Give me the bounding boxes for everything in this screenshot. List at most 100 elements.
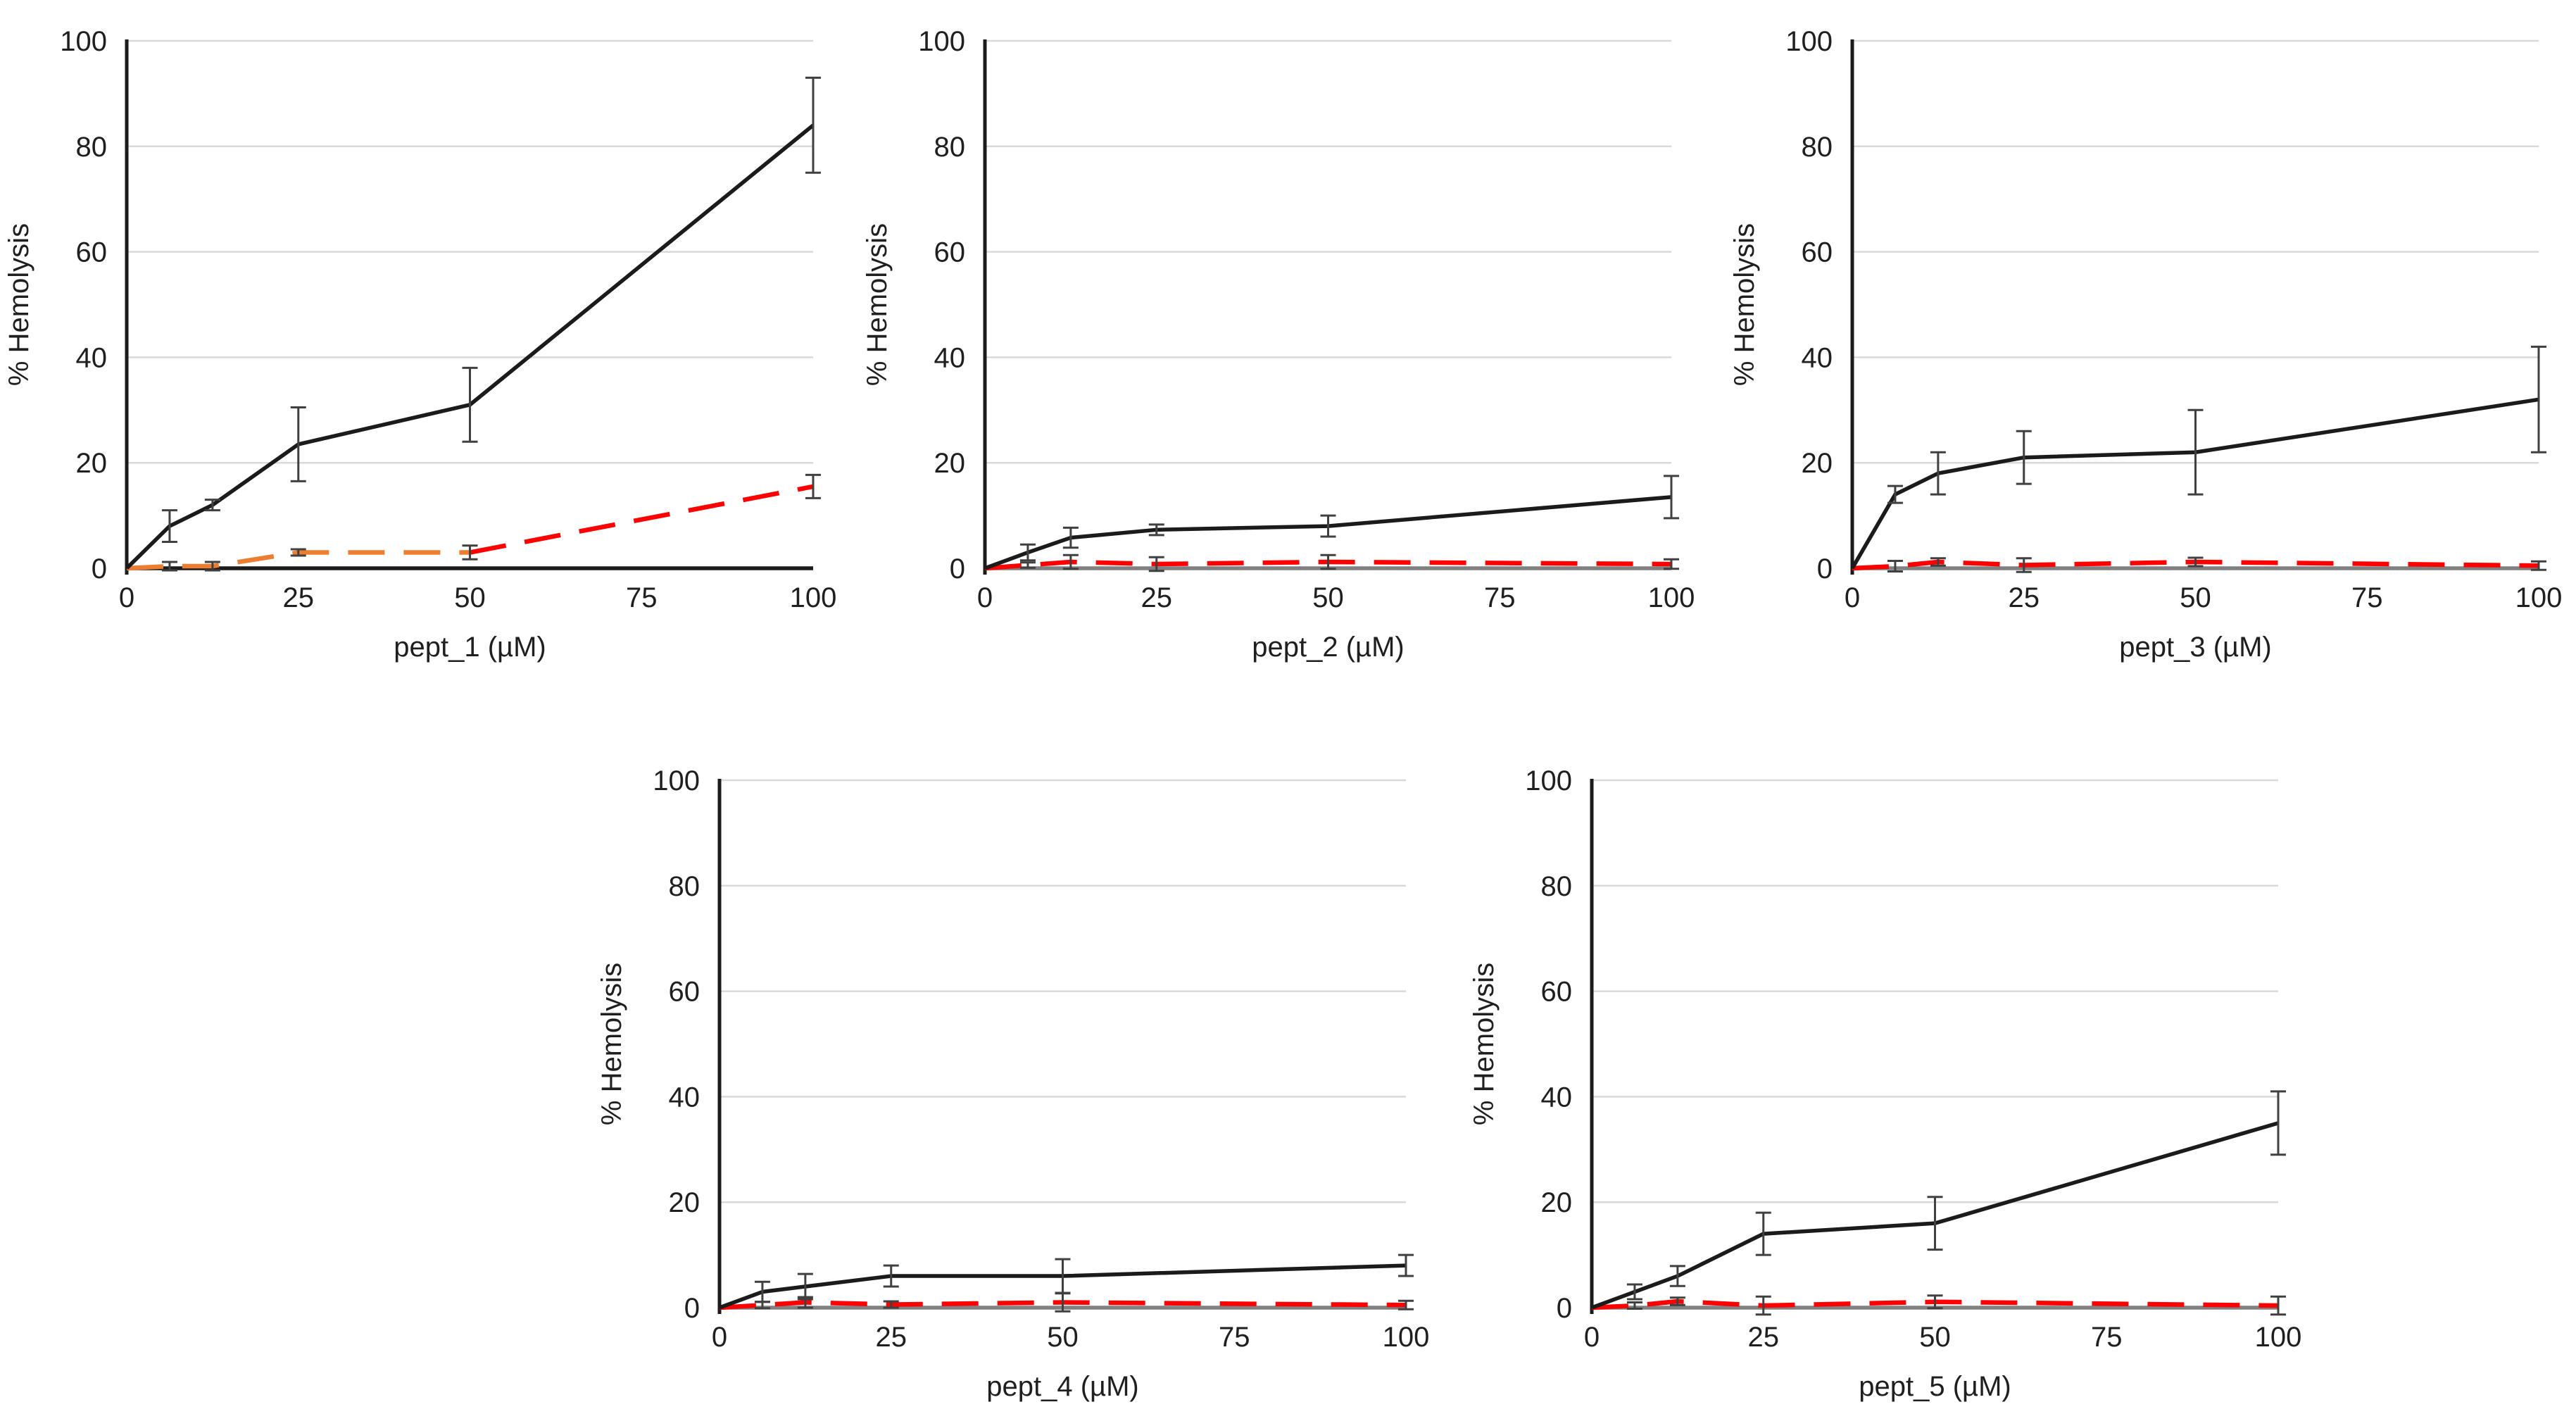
series-black-solid: [1591, 1121, 2279, 1310]
svg-text:20: 20: [76, 448, 108, 479]
gridlines: [1592, 779, 2278, 1203]
chart-pept_4: 0 20 40 60 80 100 0 25 50 75 100 % Hemolysis pept_4 …: [596, 765, 1429, 1402]
svg-text:60: 60: [934, 237, 966, 268]
svg-text:100: 100: [790, 582, 837, 613]
svg-text:40: 40: [669, 1082, 700, 1113]
svg-text:0: 0: [1817, 553, 1833, 584]
x-tick-labels: 0 25 50 75 100: [712, 1322, 1430, 1353]
chart-pept_3: 0 20 40 60 80 100 0 25 50 75 100 % Hemolysis pept_3 …: [1729, 26, 2562, 663]
svg-text:100: 100: [1525, 765, 1572, 796]
x-axis-title: pept_2 (µM): [1252, 632, 1404, 663]
y-tick-labels: 0 20 40 60 80 100: [918, 26, 965, 584]
svg-text:0: 0: [712, 1322, 727, 1353]
svg-text:20: 20: [1541, 1187, 1573, 1218]
svg-text:25: 25: [876, 1322, 907, 1353]
y-tick-labels: 0 20 40 60 80 100: [60, 26, 107, 584]
svg-text:100: 100: [2255, 1322, 2302, 1353]
y-axis-title: % Hemolysis: [596, 963, 627, 1125]
svg-text:100: 100: [2515, 582, 2563, 613]
svg-text:60: 60: [1541, 977, 1573, 1008]
x-axis-title: pept_3 (µM): [2119, 632, 2271, 663]
svg-text:50: 50: [1312, 582, 1344, 613]
svg-text:25: 25: [1748, 1322, 1780, 1353]
gridlines: [1852, 39, 2539, 464]
gridlines: [720, 779, 1406, 1203]
svg-text:100: 100: [60, 26, 107, 57]
series-red-dashed: [469, 484, 814, 555]
y-tick-labels: 0 20 40 60 80 100: [653, 765, 700, 1324]
svg-text:40: 40: [1541, 1082, 1573, 1113]
error-bars: [161, 76, 821, 572]
gridlines: [127, 39, 813, 464]
svg-text:0: 0: [119, 582, 134, 613]
y-axis-title: % Hemolysis: [1729, 223, 1760, 386]
svg-text:50: 50: [1047, 1322, 1079, 1353]
svg-text:80: 80: [76, 132, 108, 163]
svg-text:100: 100: [1383, 1322, 1430, 1353]
x-tick-labels: 0 25 50 75 100: [977, 582, 1695, 613]
x-axis-title: pept_5 (µM): [1859, 1371, 2011, 1402]
y-axis-title: % Hemolysis: [1469, 963, 1500, 1125]
svg-text:60: 60: [76, 237, 108, 268]
svg-text:100: 100: [1648, 582, 1695, 613]
svg-text:0: 0: [684, 1293, 700, 1324]
x-tick-labels: 0 25 50 75 100: [119, 582, 837, 613]
series-black-solid: [719, 1263, 1407, 1310]
y-axis-title: % Hemolysis: [862, 223, 893, 386]
chart-pept_2: 0 20 40 60 80 100 0 25 50 75 100 % Hemolysis pept_2 …: [862, 26, 1695, 663]
svg-text:0: 0: [1557, 1293, 1572, 1324]
y-tick-labels: 0 20 40 60 80 100: [1525, 765, 1572, 1324]
error-bars: [754, 1253, 1414, 1313]
error-bars: [1019, 475, 1679, 573]
svg-text:100: 100: [1785, 26, 1833, 57]
svg-text:50: 50: [2180, 582, 2211, 613]
svg-text:0: 0: [92, 553, 107, 584]
svg-text:75: 75: [626, 582, 658, 613]
error-bars: [1626, 1090, 2286, 1316]
series-red-dashed: [984, 559, 1672, 571]
series-black-solid: [984, 495, 1672, 570]
svg-text:75: 75: [2351, 582, 2383, 613]
y-tick-labels: 0 20 40 60 80 100: [1785, 26, 1833, 584]
series-red-dashed: [719, 1300, 1407, 1310]
svg-text:60: 60: [1802, 237, 1833, 268]
series-red-dashed: [1591, 1299, 2279, 1310]
series-black-solid: [1850, 397, 2539, 570]
x-tick-labels: 0 25 50 75 100: [1584, 1322, 2302, 1353]
svg-text:0: 0: [1584, 1322, 1600, 1353]
svg-text:25: 25: [1141, 582, 1173, 613]
svg-text:75: 75: [1219, 1322, 1250, 1353]
x-tick-labels: 0 25 50 75 100: [1845, 582, 2563, 613]
x-axis-title: pept_1 (µM): [394, 632, 546, 663]
svg-text:80: 80: [1541, 871, 1573, 902]
chart-pept_1: 0 20 40 60 80 100 0 25 50 75 100 % Hemolysis pept_1 …: [4, 26, 836, 663]
svg-text:20: 20: [934, 448, 966, 479]
x-axis-title: pept_4 (µM): [986, 1371, 1138, 1402]
svg-text:100: 100: [918, 26, 965, 57]
series-black-solid: [125, 123, 815, 570]
svg-text:0: 0: [977, 582, 993, 613]
svg-text:75: 75: [2091, 1322, 2123, 1353]
svg-text:20: 20: [1802, 448, 1833, 479]
svg-text:50: 50: [1919, 1322, 1951, 1353]
svg-text:80: 80: [934, 132, 966, 163]
svg-text:60: 60: [669, 977, 700, 1008]
svg-text:25: 25: [283, 582, 315, 613]
svg-text:75: 75: [1484, 582, 1516, 613]
error-bars: [1887, 345, 2546, 573]
svg-text:50: 50: [454, 582, 486, 613]
gridlines: [985, 39, 1671, 464]
chart-pept_5: 0 20 40 60 80 100 0 25 50 75 100 % Hemolysis pept_5 …: [1469, 765, 2301, 1402]
svg-text:80: 80: [669, 871, 700, 902]
svg-text:40: 40: [76, 342, 108, 373]
svg-text:40: 40: [1802, 342, 1833, 373]
svg-text:0: 0: [950, 553, 965, 584]
svg-text:0: 0: [1845, 582, 1860, 613]
svg-text:80: 80: [1802, 132, 1833, 163]
series-red-dashed: [1852, 559, 2539, 571]
svg-text:40: 40: [934, 342, 966, 373]
svg-text:25: 25: [2009, 582, 2040, 613]
svg-text:20: 20: [669, 1187, 700, 1218]
